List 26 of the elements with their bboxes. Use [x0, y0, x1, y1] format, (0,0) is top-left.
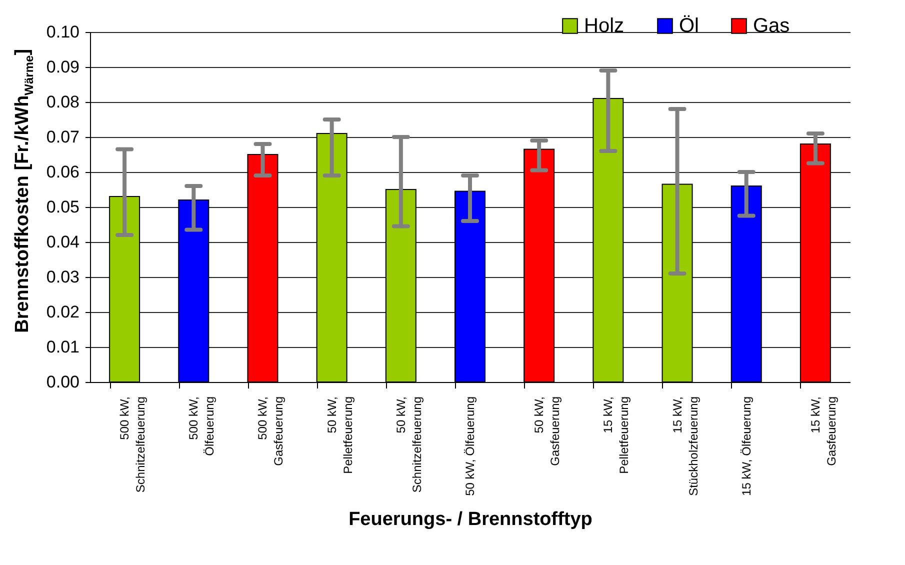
- y-tick-label: 0.06: [46, 162, 80, 182]
- x-tick-label: 15 kW, Ölfeuerung: [739, 396, 754, 496]
- x-tick-label: 50 kW, Schnitzelfeuerung: [394, 396, 424, 493]
- x-tick-label: 500 kW, Ölfeuerung: [186, 396, 217, 456]
- y-tick-label: 0.08: [46, 92, 80, 112]
- y-tick-label: 0.03: [46, 268, 80, 286]
- x-tick-label: 500 kW, Schnitzelfeuerung: [118, 396, 148, 493]
- y-tick-label: 0.02: [46, 302, 80, 322]
- y-tick-label: 0.07: [46, 128, 80, 146]
- y-tick-label: 0.09: [46, 58, 80, 76]
- x-axis-title: Feuerungs- / Brennstofftyp: [348, 508, 592, 530]
- x-tick-label: 15 kW, Pelletfeuerung: [601, 396, 632, 474]
- y-tick-label: 0.01: [46, 338, 80, 356]
- y-tick-label: 0.10: [46, 22, 80, 42]
- x-tick-label: 50 kW, Pelletfeuerung: [324, 396, 355, 474]
- y-tick-label: 0.04: [46, 232, 80, 252]
- x-tick-label: 50 kW, Ölfeuerung: [463, 396, 477, 496]
- legend-label: Öl: [679, 15, 699, 37]
- x-tick-label: 50 kW, Gasfeuerung: [532, 396, 562, 466]
- y-tick-label: 0.00: [46, 372, 80, 392]
- x-tick-label: 15 kW, Gasfeuerung: [808, 396, 838, 466]
- y-tick-label: 0.05: [46, 198, 80, 216]
- legend-label: Gas: [753, 15, 790, 37]
- legend-label: Holz: [584, 15, 624, 37]
- x-tick-label: 500 kW, Gasfeuerung: [256, 396, 286, 466]
- x-tick-label: 15 kW, Stückholzfeuerung: [670, 396, 700, 496]
